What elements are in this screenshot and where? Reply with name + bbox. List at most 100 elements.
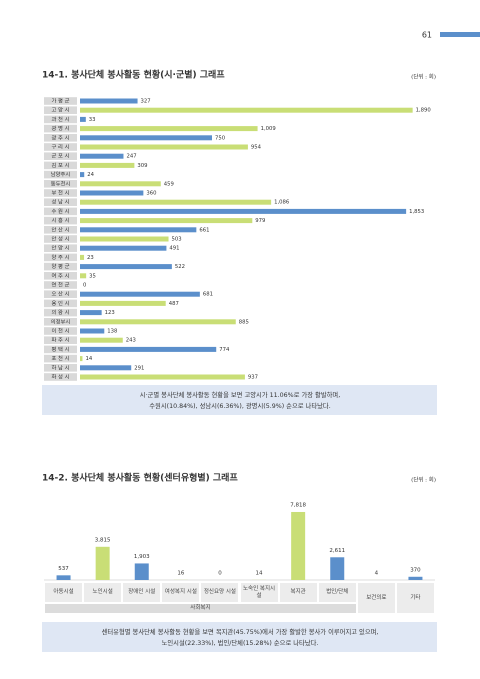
value-label: 1,890 <box>416 108 432 114</box>
category-label: 이 천 시 <box>52 327 70 335</box>
category-box <box>44 235 77 243</box>
category-label: 과 천 시 <box>52 115 70 123</box>
value-label: 309 <box>137 163 147 169</box>
bar <box>80 144 248 150</box>
category-label: 여성복지 시설 <box>161 582 201 603</box>
value-label: 774 <box>219 347 230 353</box>
category-label: 법인/단체 <box>317 582 357 603</box>
category-box <box>44 180 77 188</box>
category-label: 광 주 시 <box>52 134 70 141</box>
category-label: 복지관 <box>278 582 318 603</box>
bar <box>330 557 345 580</box>
value-label: 491 <box>169 246 179 252</box>
category-label: 오 산 시 <box>52 290 70 298</box>
category-label: 장애인 시설 <box>122 582 162 603</box>
value-label: 138 <box>107 329 118 335</box>
category-box <box>44 253 77 262</box>
category-box <box>44 134 77 142</box>
value-label: 7,818 <box>290 502 306 508</box>
category-box <box>44 124 77 133</box>
bar <box>80 365 132 371</box>
category-label: 평 택 시 <box>52 346 70 353</box>
bar <box>80 199 272 205</box>
chart-title: 14-1. 봉사단체 봉사활동 현황(시·군별) 그래프 <box>42 69 225 81</box>
note-line: 노인시설(22.33%), 법인/단체(15.28%) 순으로 나타났다. <box>162 638 319 647</box>
header-bar <box>440 32 480 37</box>
category-label: 고 양 시 <box>52 106 70 114</box>
note-line: 센터유형별 봉사단체 봉사활동 현황을 보면 복지관(45.75%)에서 가장 … <box>102 627 379 636</box>
category-box <box>44 345 77 354</box>
category-box <box>44 152 77 160</box>
bar <box>56 575 71 580</box>
bar <box>80 116 86 122</box>
category-box <box>44 299 77 308</box>
value-label: 14 <box>85 356 92 362</box>
category-box <box>44 318 77 326</box>
category-label: 안 양 시 <box>52 244 70 252</box>
value-label: 1,086 <box>274 200 290 206</box>
unit-label: (단위 : 회) <box>411 73 436 81</box>
bar <box>80 319 236 325</box>
value-label: 522 <box>175 264 185 270</box>
category-label: 의정부시 <box>51 318 71 325</box>
value-label: 370 <box>410 567 421 573</box>
category-label: 화 성 시 <box>52 373 70 381</box>
value-label: 2,611 <box>329 548 345 554</box>
category-box <box>44 106 77 114</box>
category-box <box>44 272 77 280</box>
value-label: 537 <box>58 566 69 572</box>
value-label: 247 <box>126 154 136 160</box>
category-label: 의 왕 시 <box>52 308 70 316</box>
value-label: 123 <box>105 310 115 316</box>
value-label: 4 <box>375 570 379 576</box>
category-box <box>44 97 77 105</box>
category-box <box>44 143 77 151</box>
category-label: 수 원 시 <box>52 207 70 215</box>
value-label: 885 <box>239 319 249 325</box>
value-label: 14 <box>256 570 263 576</box>
value-label: 979 <box>255 218 265 224</box>
value-label: 327 <box>141 99 151 105</box>
category-box <box>44 207 77 216</box>
bar <box>80 374 245 380</box>
category-label: 안 성 시 <box>52 235 70 243</box>
value-label: 3,815 <box>95 537 111 543</box>
category-label: 시 흥 시 <box>52 216 70 224</box>
category-box <box>44 290 77 298</box>
category-box <box>44 364 77 372</box>
category-label: 정신요양 시설 <box>200 582 240 603</box>
bar <box>80 98 138 104</box>
category-label: 성 남 시 <box>52 198 70 206</box>
value-label: 681 <box>203 292 213 298</box>
category-label: 파 주 시 <box>52 336 70 344</box>
bar <box>80 190 144 196</box>
category-label: 기타 <box>395 582 435 614</box>
category-label: 동두천시 <box>51 180 71 187</box>
category-label: 아동시설 <box>44 582 84 603</box>
category-label: 군 포 시 <box>52 153 70 160</box>
bar <box>408 576 423 580</box>
bar <box>80 254 85 260</box>
category-box <box>44 216 77 225</box>
bar <box>80 236 169 242</box>
unit-label: (단위 : 회) <box>411 476 436 484</box>
category-box <box>44 226 77 234</box>
category-label: 가 평 군 <box>52 97 70 105</box>
bar <box>80 153 124 159</box>
value-label: 487 <box>169 301 179 307</box>
category-label: 노숙인 복지시설 <box>239 582 279 603</box>
value-label: 503 <box>172 237 182 243</box>
bar <box>291 511 306 580</box>
bar <box>80 300 166 306</box>
category-box <box>44 354 77 363</box>
value-label: 24 <box>87 172 94 178</box>
value-label: 750 <box>215 135 226 141</box>
value-label: 1,009 <box>261 126 276 132</box>
bar <box>80 273 87 279</box>
value-label: 23 <box>87 255 94 261</box>
value-label: 0 <box>218 571 222 577</box>
value-label: 33 <box>89 117 96 123</box>
category-label: 남양주시 <box>51 170 71 178</box>
